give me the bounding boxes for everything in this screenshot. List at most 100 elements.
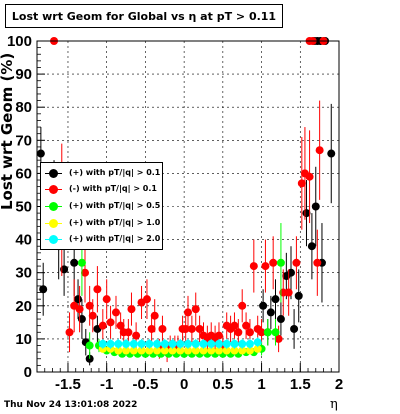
legend-label: (+) with pT/|q| > 0.5 [69, 201, 161, 210]
data-point [129, 346, 138, 355]
data-point [313, 258, 322, 267]
data-point [168, 339, 177, 348]
y-tick-label: 40 [15, 232, 32, 249]
timestamp: Thu Nov 24 13:01:08 2022 [4, 400, 138, 410]
data-point [114, 346, 123, 355]
data-point [129, 339, 138, 348]
data-point [98, 321, 107, 330]
data-point [222, 346, 231, 355]
data-point [214, 339, 223, 348]
legend-item: (+) with pT/|q| > 1.0 [45, 217, 163, 231]
data-point [65, 328, 74, 337]
data-point [207, 339, 216, 348]
data-point [145, 346, 154, 355]
data-point [88, 311, 97, 320]
data-point [147, 324, 156, 333]
chart-title-box: Lost wrt Geom for Global vs η at pT > 0.… [5, 4, 283, 28]
legend-label: (+) with pT/|q| > 2.0 [69, 234, 161, 243]
data-point [75, 305, 84, 314]
data-point [238, 346, 247, 355]
data-point [122, 346, 131, 355]
data-point [257, 328, 266, 337]
data-point [327, 149, 336, 158]
data-point [102, 295, 111, 304]
legend-item: (+) with pT/|q| > 0.5 [45, 200, 163, 214]
axis-ticks: 0 10 20 30 40 50 60 70 80 90 100 -1.5 -1 -0.5 0 0.5 1 1.5… [7, 33, 343, 393]
data-point [137, 346, 146, 355]
x-tick-label: 0 [180, 376, 188, 393]
data-point [191, 339, 200, 348]
data-point [276, 315, 285, 324]
data-point [253, 338, 262, 347]
y-tick-label: 50 [15, 199, 32, 216]
chart-title: Lost wrt Geom for Global vs η at pT > 0.… [11, 10, 277, 23]
data-point [153, 346, 162, 355]
data-point [184, 346, 192, 355]
legend-marker [49, 235, 58, 244]
y-tick-label: 90 [15, 66, 32, 83]
data-point [168, 346, 177, 355]
legend-marker [49, 169, 58, 178]
data-point [238, 339, 247, 348]
data-point [98, 339, 107, 348]
data-point [160, 346, 169, 355]
data-point [230, 346, 239, 355]
data-point [187, 324, 196, 333]
x-tick-label: 0.5 [212, 376, 233, 393]
data-point [307, 242, 316, 251]
data-point [269, 258, 278, 267]
data-point [145, 339, 154, 348]
data-point [230, 321, 239, 330]
series-group [98, 337, 262, 349]
data-point [195, 324, 204, 333]
data-point [158, 324, 167, 333]
legend-marker [49, 185, 58, 194]
data-point [290, 324, 299, 333]
data-point [311, 202, 320, 211]
data-point [261, 262, 270, 271]
data-point [137, 339, 146, 348]
data-point [116, 321, 125, 330]
legend-label: (+) with pT/|q| > 1.0 [69, 218, 161, 227]
y-tick-label: 20 [15, 298, 32, 315]
y-tick-label: 0 [24, 364, 32, 381]
data-point [276, 258, 285, 267]
x-tick-label: -1.5 [55, 376, 81, 393]
data-point [191, 305, 200, 314]
data-point [93, 285, 102, 294]
legend-marker [49, 219, 58, 228]
data-point [245, 346, 254, 355]
data-point [142, 295, 151, 304]
data-point [259, 301, 268, 310]
data-point [242, 321, 251, 330]
data-point [124, 328, 133, 337]
data-point [70, 258, 79, 267]
x-tick-label: 1 [257, 376, 265, 393]
data-point [214, 331, 223, 340]
data-point [77, 258, 86, 267]
x-tick-label: 2 [335, 376, 343, 393]
y-tick-label: 30 [15, 265, 32, 282]
data-point [176, 339, 185, 348]
data-point [176, 346, 185, 355]
data-point [297, 179, 306, 188]
data-point [106, 339, 115, 348]
data-point [153, 339, 162, 348]
data-point [199, 346, 208, 355]
data-series [36, 37, 336, 366]
data-point [160, 339, 169, 348]
data-point [266, 308, 275, 317]
data-point [271, 295, 280, 304]
data-point [132, 331, 141, 340]
y-tick-label: 70 [15, 132, 32, 149]
data-point [294, 291, 303, 300]
y-tick-label: 60 [15, 165, 32, 182]
data-point [199, 339, 208, 348]
x-tick-label: -1 [100, 376, 113, 393]
y-tick-label: 10 [15, 331, 32, 348]
data-point [263, 328, 272, 337]
y-tick-label: 80 [15, 99, 32, 116]
data-point [249, 262, 258, 271]
legend: (+) with pT/|q| > 0.1 (-) with pT/|q| > … [40, 162, 163, 250]
